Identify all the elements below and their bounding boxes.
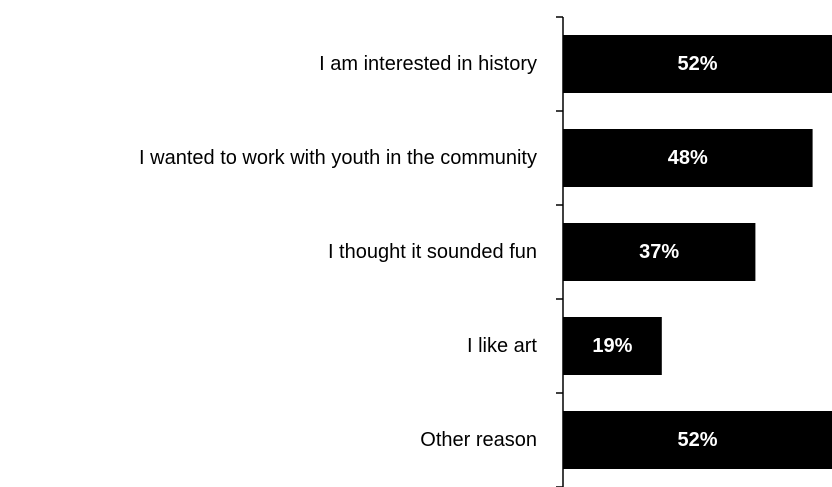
value-label: 52% [677, 429, 717, 451]
category-label: I thought it sounded fun [328, 241, 537, 263]
category-label: I am interested in history [319, 53, 537, 75]
bar [563, 317, 662, 375]
bar [563, 129, 813, 187]
value-label: 19% [592, 335, 632, 357]
bar [563, 411, 832, 469]
bars-group: I am interested in history 52% I wanted to… [139, 35, 832, 469]
value-label: 52% [677, 53, 717, 75]
bar [563, 223, 756, 281]
y-axis-ticks [556, 16, 563, 487]
category-label: I wanted to work with youth in the commu… [139, 147, 537, 169]
category-label: I like art [467, 335, 537, 357]
category-label: Other reason [420, 429, 537, 451]
bar [563, 35, 832, 93]
value-label: 48% [668, 147, 708, 169]
value-label: 37% [639, 241, 679, 263]
